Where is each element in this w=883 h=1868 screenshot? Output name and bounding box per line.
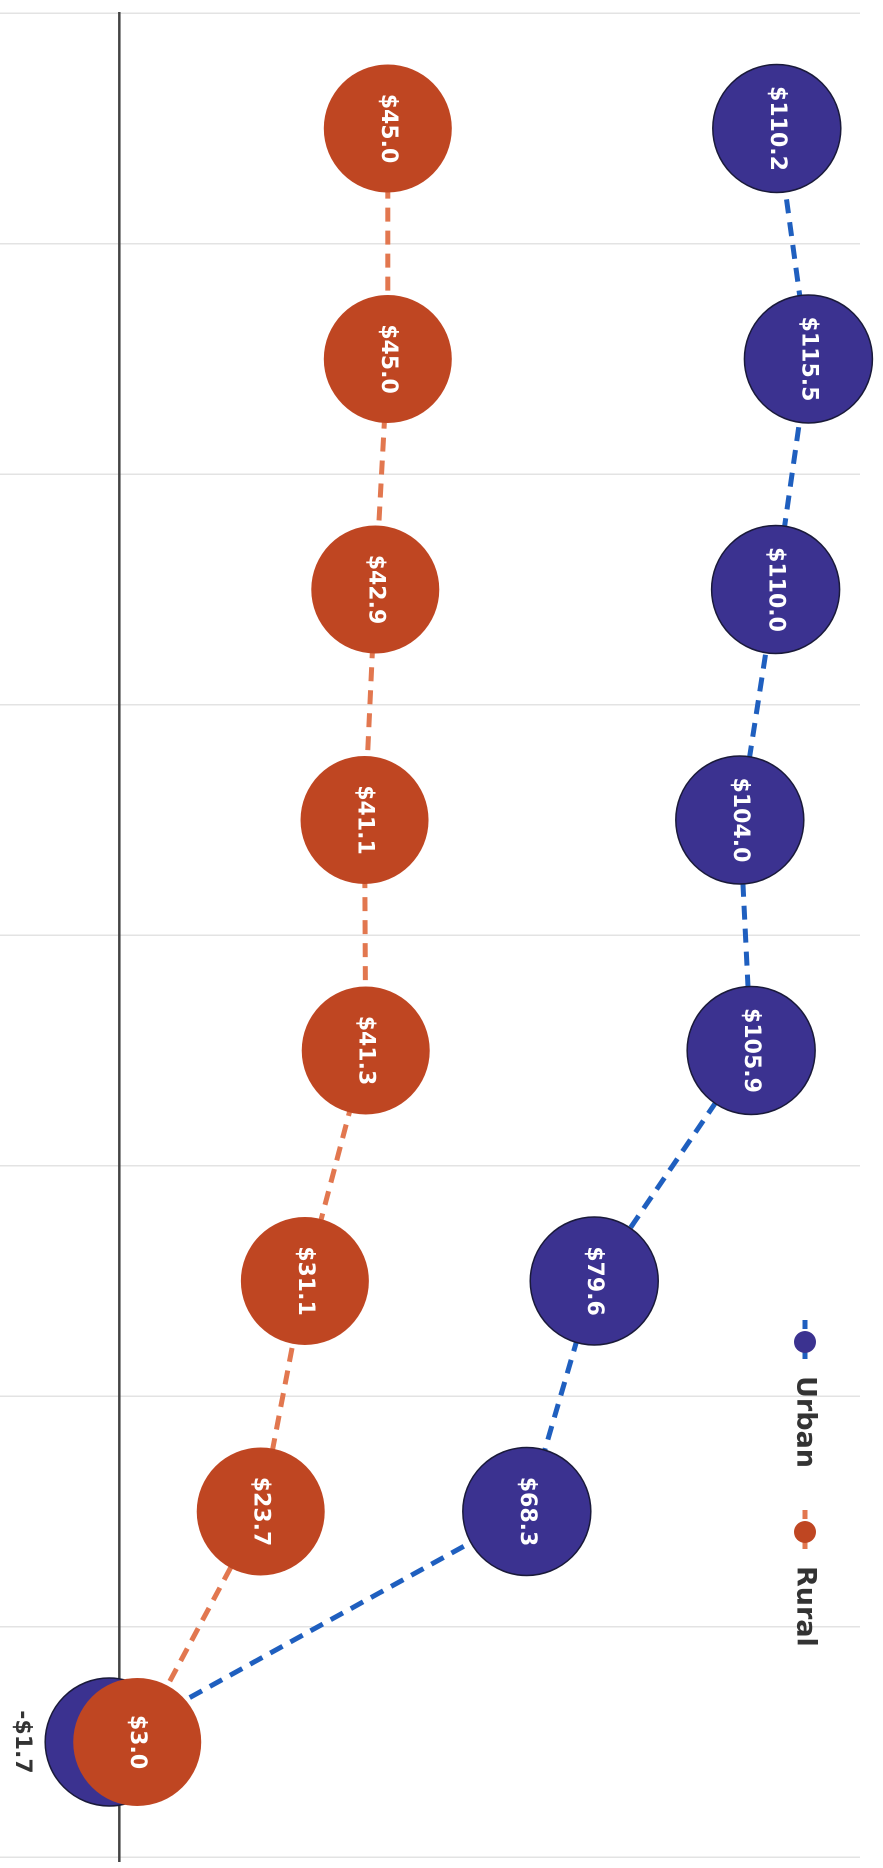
data-label: $45.0	[376, 324, 401, 394]
data-bubble	[462, 1446, 592, 1577]
data-bubble	[710, 524, 841, 655]
data-bubble	[529, 1216, 659, 1346]
data-label: $104.0	[728, 778, 753, 863]
data-label: -$1.7	[10, 1710, 35, 1773]
data-bubble	[323, 64, 452, 193]
data-bubble	[311, 525, 440, 654]
data-label: $23.7	[249, 1477, 274, 1547]
data-label: $3.0	[125, 1715, 150, 1769]
data-label: $42.9	[363, 555, 388, 625]
data-bubble	[301, 986, 430, 1115]
data-bubble	[675, 755, 805, 885]
data-label: $41.1	[353, 785, 378, 855]
data-label: $79.6	[582, 1246, 607, 1316]
legend-marker	[794, 1331, 816, 1353]
data-label: $110.0	[764, 547, 789, 632]
legend-label: Urban	[791, 1376, 822, 1468]
data-label: $105.9	[739, 1008, 764, 1093]
data-bubble	[196, 1447, 325, 1576]
data-label: $41.3	[354, 1016, 379, 1086]
data-bubble	[240, 1217, 369, 1345]
data-bubble	[743, 294, 874, 424]
data-bubble	[73, 1678, 202, 1806]
legend-item: Urban	[791, 1320, 822, 1468]
data-label: $45.0	[376, 94, 401, 164]
data-label: $68.3	[515, 1477, 540, 1547]
legend-label: Rural	[791, 1566, 822, 1647]
data-label: $115.5	[796, 317, 821, 402]
data-label: $110.2	[765, 86, 790, 171]
data-label: $31.1	[293, 1246, 318, 1316]
legend-marker	[794, 1521, 816, 1543]
data-bubble	[300, 756, 429, 884]
data-bubble	[686, 985, 816, 1116]
data-bubble	[712, 63, 842, 194]
data-bubble	[323, 295, 452, 423]
legend-item: Rural	[791, 1510, 822, 1647]
